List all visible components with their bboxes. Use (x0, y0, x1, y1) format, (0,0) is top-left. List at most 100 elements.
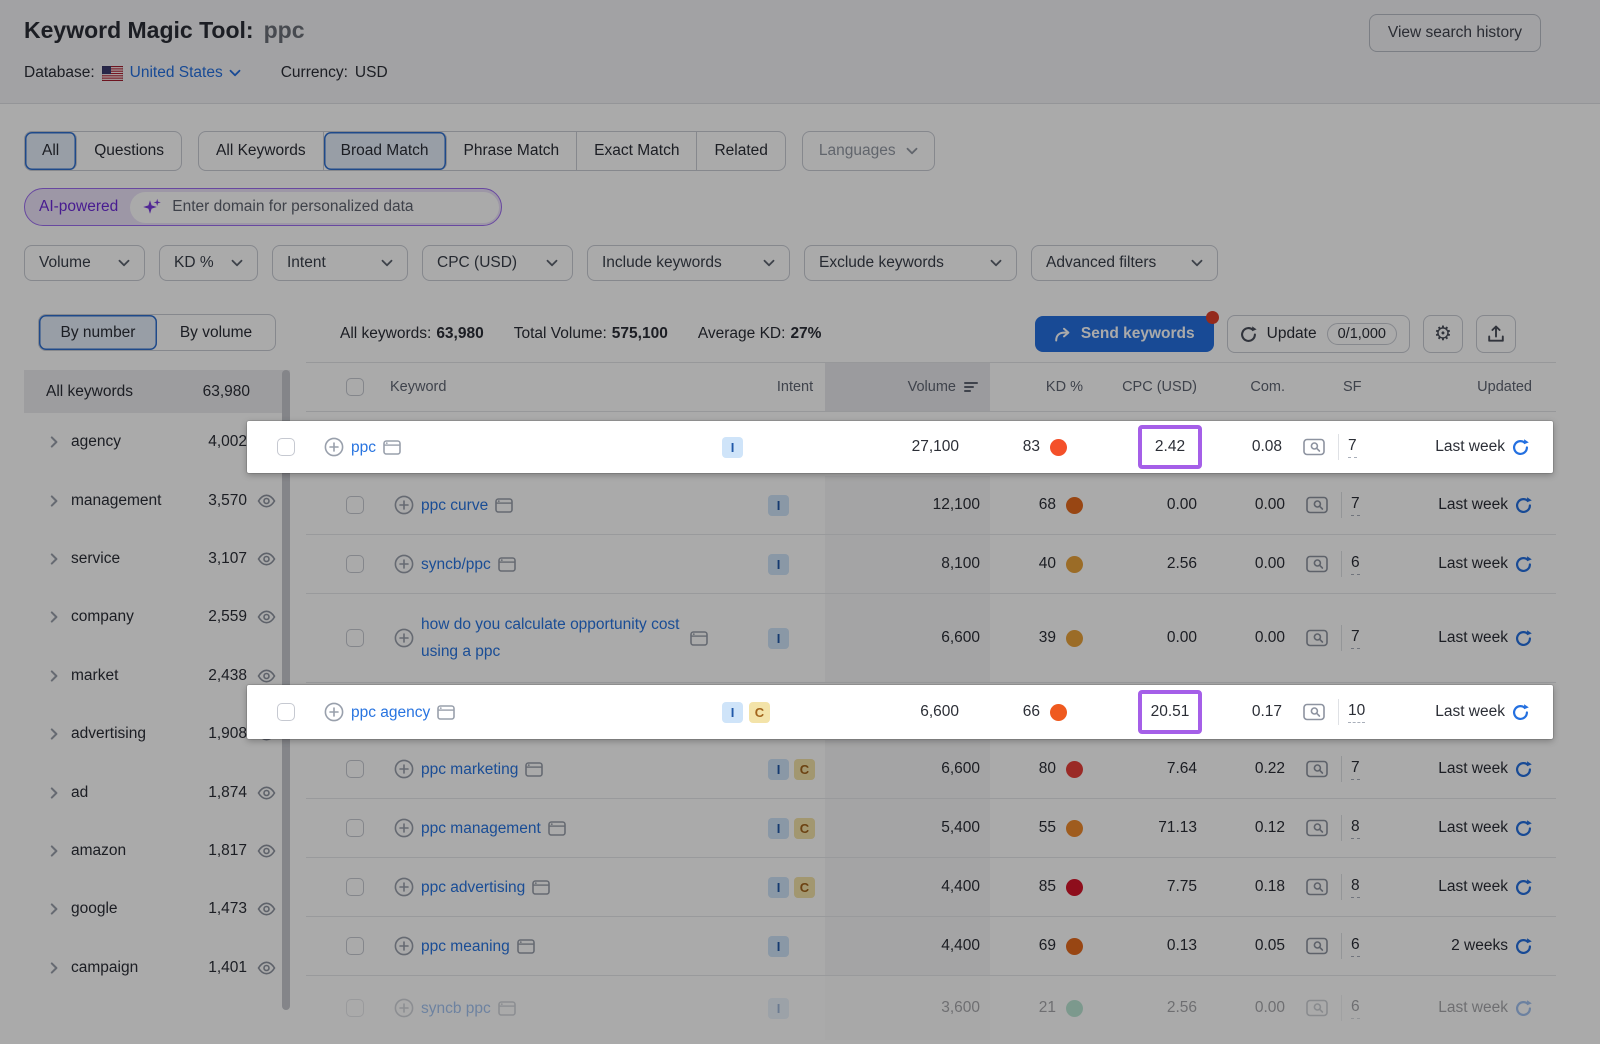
column-header-cpc[interactable]: CPC (USD) (1122, 379, 1197, 395)
serp-features-icon[interactable] (1306, 629, 1328, 647)
serp-features-icon[interactable] (1306, 999, 1328, 1017)
refresh-icon[interactable] (1515, 496, 1532, 514)
sidebar-all-keywords-header[interactable]: All keywords 63,980 (24, 370, 290, 413)
keyword-link[interactable]: ppc (351, 438, 376, 456)
keyword-link[interactable]: ppc agency (351, 703, 431, 721)
keyword-link[interactable]: how do you calculate opportunity cost us… (421, 616, 680, 660)
serp-features-icon[interactable] (1303, 703, 1325, 721)
refresh-icon[interactable] (1512, 438, 1529, 456)
filter-intent[interactable]: Intent (272, 245, 408, 281)
refresh-icon[interactable] (1515, 555, 1532, 573)
serp-features-icon[interactable] (1306, 496, 1328, 514)
row-checkbox[interactable] (277, 703, 295, 721)
row-checkbox[interactable] (346, 878, 364, 896)
filter-volume[interactable]: Volume (24, 245, 145, 281)
refresh-icon[interactable] (1515, 819, 1532, 837)
sf-value[interactable]: 6 (1351, 998, 1360, 1019)
keyword-link[interactable]: ppc management (421, 819, 541, 837)
eye-icon[interactable] (257, 494, 276, 508)
row-checkbox[interactable] (346, 937, 364, 955)
eye-icon[interactable] (257, 669, 276, 683)
keyword-link[interactable]: ppc curve (421, 496, 489, 514)
domain-input[interactable] (170, 197, 487, 217)
tab-all-keywords[interactable]: All Keywords (199, 132, 324, 170)
serp-features-icon[interactable] (1306, 819, 1328, 837)
filter-include-keywords[interactable]: Include keywords (587, 245, 790, 281)
sf-value[interactable]: 8 (1351, 818, 1360, 839)
export-button[interactable] (1476, 315, 1516, 353)
sf-value[interactable]: 7 (1351, 495, 1360, 516)
sidebar-item-agency[interactable]: agency 4,002 (24, 413, 290, 471)
sf-value[interactable]: 7 (1348, 437, 1357, 458)
tab-related[interactable]: Related (714, 142, 768, 159)
sf-value[interactable]: 7 (1351, 759, 1360, 780)
sidebar-item-management[interactable]: management 3,570 (24, 471, 290, 529)
keyword-link[interactable]: ppc meaning (421, 937, 510, 955)
row-checkbox[interactable] (346, 819, 364, 837)
update-button[interactable]: Update 0/1,000 (1226, 315, 1410, 353)
database-selector[interactable]: United States (130, 64, 241, 82)
sort-by-volume-button[interactable]: By volume (179, 323, 253, 341)
row-checkbox[interactable] (346, 496, 364, 514)
row-checkbox[interactable] (346, 999, 364, 1017)
sidebar-item-google[interactable]: google 1,473 (24, 880, 290, 938)
row-checkbox[interactable] (277, 438, 295, 456)
sf-value[interactable]: 7 (1351, 628, 1360, 649)
row-checkbox[interactable] (346, 555, 364, 573)
view-search-history-button[interactable]: View search history (1368, 14, 1541, 52)
keyword-link[interactable]: syncb/ppc (421, 555, 491, 573)
select-all-checkbox[interactable] (346, 378, 364, 396)
refresh-icon[interactable] (1512, 703, 1529, 721)
table-settings-button[interactable]: ⚙ (1423, 315, 1463, 353)
sidebar-item-market[interactable]: market 2,438 (24, 647, 290, 705)
eye-icon[interactable] (257, 786, 276, 800)
eye-icon[interactable] (257, 844, 276, 858)
sidebar-item-amazon[interactable]: amazon 1,817 (24, 822, 290, 880)
column-header-updated[interactable]: Updated (1477, 379, 1532, 395)
eye-icon[interactable] (257, 552, 276, 566)
column-header-kd[interactable]: KD % (1045, 379, 1083, 395)
refresh-icon[interactable] (1515, 937, 1532, 955)
refresh-icon[interactable] (1515, 760, 1532, 778)
keyword-link[interactable]: ppc advertising (421, 878, 526, 896)
column-header-com[interactable]: Com. (1250, 379, 1285, 395)
refresh-icon[interactable] (1515, 878, 1532, 896)
filter-exclude-keywords[interactable]: Exclude keywords (804, 245, 1017, 281)
column-header-intent[interactable]: Intent (776, 379, 814, 395)
column-header-volume[interactable]: Volume (825, 363, 990, 411)
row-checkbox[interactable] (346, 760, 364, 778)
sidebar-item-ad[interactable]: ad 1,874 (24, 763, 290, 821)
serp-features-icon[interactable] (1303, 438, 1325, 456)
refresh-icon[interactable] (1515, 999, 1532, 1017)
eye-icon[interactable] (257, 902, 276, 916)
sf-value[interactable]: 8 (1351, 877, 1360, 898)
serp-features-icon[interactable] (1306, 555, 1328, 573)
sf-value[interactable]: 6 (1351, 554, 1360, 575)
filter-cpc-usd-[interactable]: CPC (USD) (422, 245, 573, 281)
sort-by-number-button[interactable]: By number (39, 315, 157, 350)
filter-kd-[interactable]: KD % (159, 245, 258, 281)
tab-questions[interactable]: Questions (94, 142, 165, 159)
sidebar-item-company[interactable]: company 2,559 (24, 588, 290, 646)
row-checkbox[interactable] (346, 629, 364, 647)
sidebar-item-campaign[interactable]: campaign 1,401 (24, 939, 290, 997)
tab-exact-match[interactable]: Exact Match (577, 132, 698, 170)
tab-broad-match[interactable]: Broad Match (323, 132, 447, 170)
serp-features-icon[interactable] (1306, 937, 1328, 955)
filter-advanced-filters[interactable]: Advanced filters (1031, 245, 1218, 281)
sf-value[interactable]: 10 (1348, 702, 1366, 723)
sidebar-item-advertising[interactable]: advertising 1,908 (24, 705, 290, 763)
sf-value[interactable]: 6 (1351, 936, 1360, 957)
send-keywords-button[interactable]: Send keywords (1034, 311, 1219, 352)
tab-all[interactable]: All (25, 132, 78, 170)
serp-features-icon[interactable] (1306, 878, 1328, 896)
serp-features-icon[interactable] (1306, 760, 1328, 778)
column-header-keyword[interactable]: Keyword (390, 379, 447, 395)
eye-icon[interactable] (257, 961, 276, 975)
keyword-link[interactable]: ppc marketing (421, 760, 519, 778)
keyword-link[interactable]: syncb ppc (421, 999, 491, 1017)
sidebar-item-service[interactable]: service 3,107 (24, 530, 290, 588)
eye-icon[interactable] (257, 610, 276, 624)
tab-phrase-match[interactable]: Phrase Match (447, 132, 578, 170)
column-header-sf[interactable]: SF (1343, 379, 1362, 395)
